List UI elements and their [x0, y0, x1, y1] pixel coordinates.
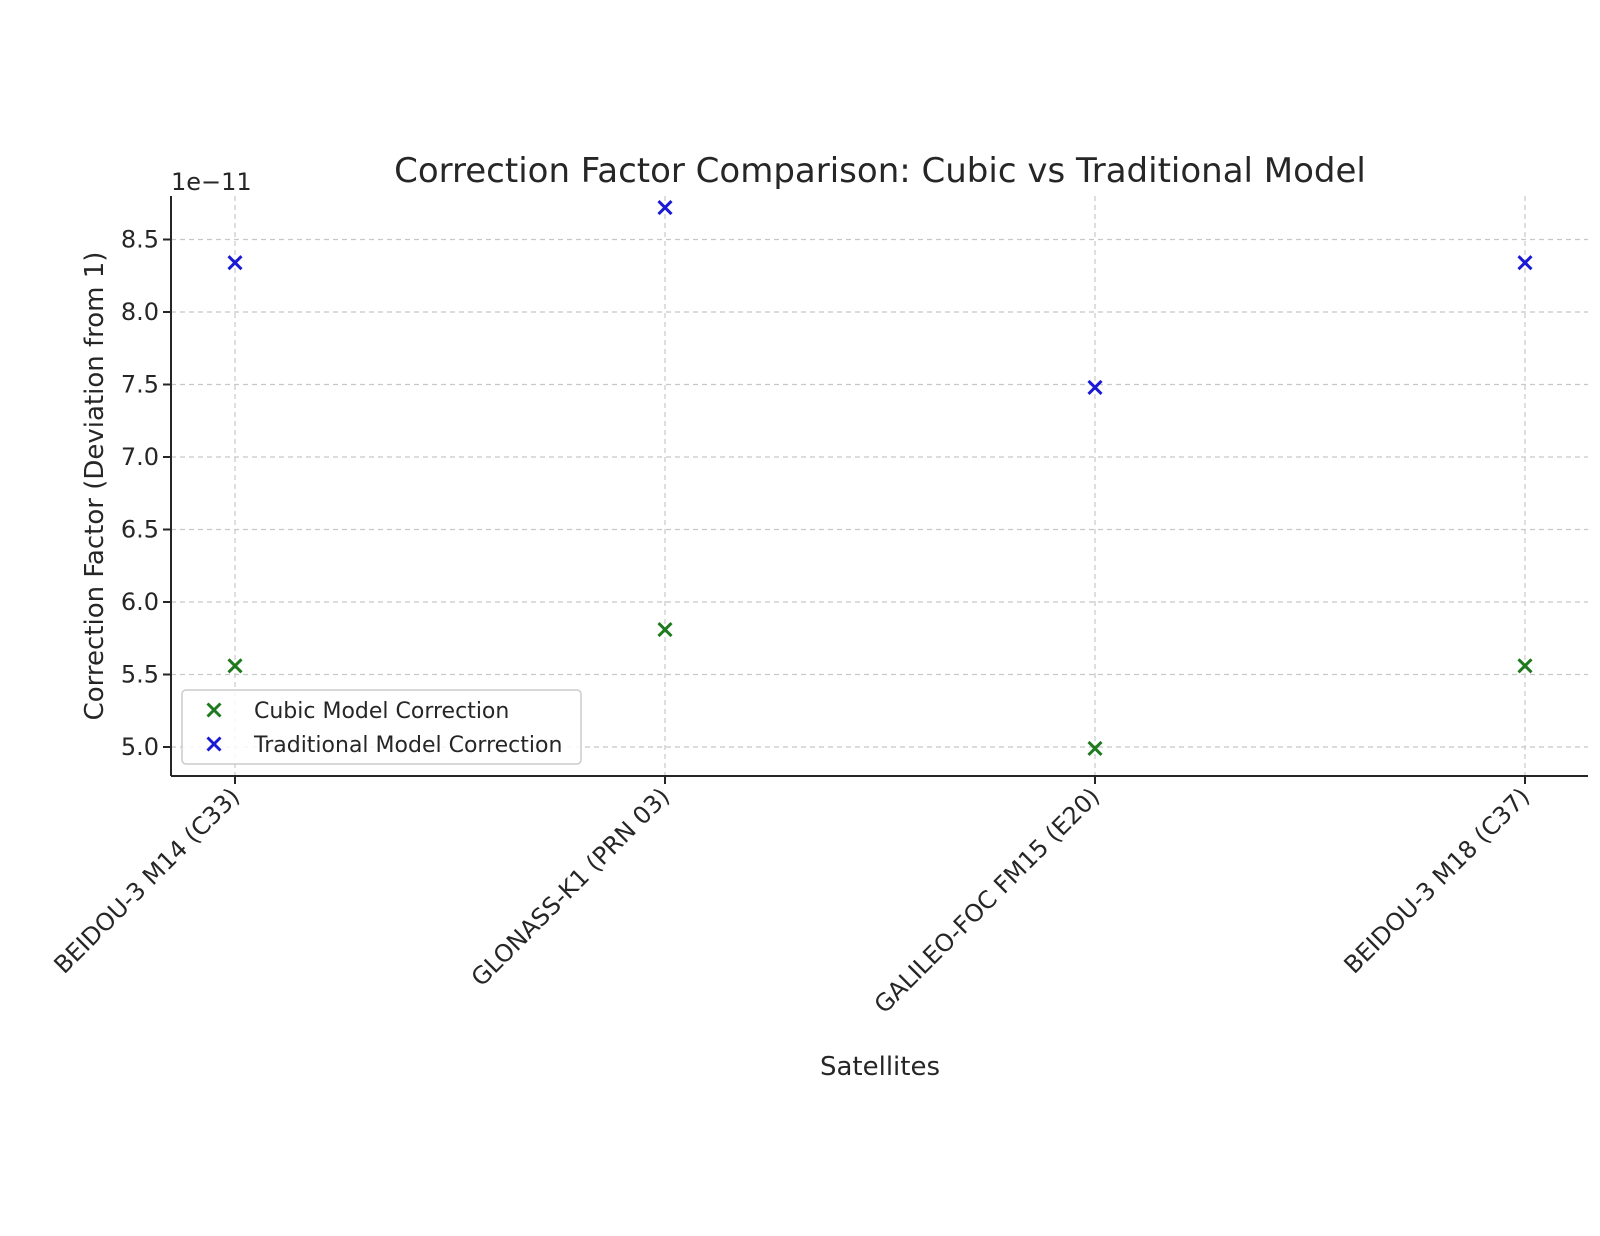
- y-tick-label: 7.0: [121, 443, 159, 471]
- grid: [171, 196, 1588, 776]
- data-point: [1087, 379, 1103, 395]
- data-point: [1087, 740, 1103, 757]
- legend-label: Cubic Model Correction: [254, 699, 509, 724]
- y-tick-label: 8.5: [121, 226, 159, 254]
- data-point: [227, 658, 243, 674]
- y-ticks: 5.0 5.5 6.0 6.5 7.0 7.5 8.0 8.5: [121, 226, 171, 761]
- y-tick-label: 5.5: [121, 661, 159, 689]
- y-axis-label: Correction Factor (Deviation from 1): [80, 252, 110, 721]
- x-axis-label: Satellites: [820, 1052, 940, 1082]
- y-tick-label: 8.0: [121, 298, 159, 326]
- chart-title: Correction Factor Comparison: Cubic vs T…: [394, 151, 1366, 191]
- y-offset-label: 1e−11: [171, 168, 252, 196]
- points: [227, 200, 1533, 757]
- legend-marker: [206, 736, 222, 752]
- data-point: [227, 255, 243, 271]
- data-point: [1517, 658, 1533, 674]
- x-tick-label: BEIDOU-3 M18 (C37): [1339, 782, 1536, 979]
- legend-box: [181, 689, 582, 765]
- x-ticks: BEIDOU-3 M14 (C33) GLONASS-K1 (PRN 03) GAL…: [49, 776, 1536, 1019]
- data-point: [657, 200, 673, 216]
- x-tick-label: GLONASS-K1 (PRN 03): [466, 782, 675, 991]
- x-tick-label: BEIDOU-3 M14 (C33): [49, 782, 246, 979]
- data-point: [1517, 255, 1533, 271]
- y-tick-label: 6.5: [121, 516, 159, 544]
- y-tick-label: 7.5: [121, 371, 159, 399]
- axes: [170, 196, 1588, 777]
- x-tick-label: GALILEO-FOC FM15 (E20): [869, 782, 1105, 1018]
- legend-marker: [206, 702, 222, 718]
- y-tick-label: 6.0: [121, 588, 159, 616]
- data-point: [657, 621, 673, 638]
- y-tick-label: 5.0: [121, 733, 159, 761]
- legend: Cubic Model Correction Traditional Model …: [181, 689, 582, 765]
- legend-label: Traditional Model Correction: [253, 733, 562, 758]
